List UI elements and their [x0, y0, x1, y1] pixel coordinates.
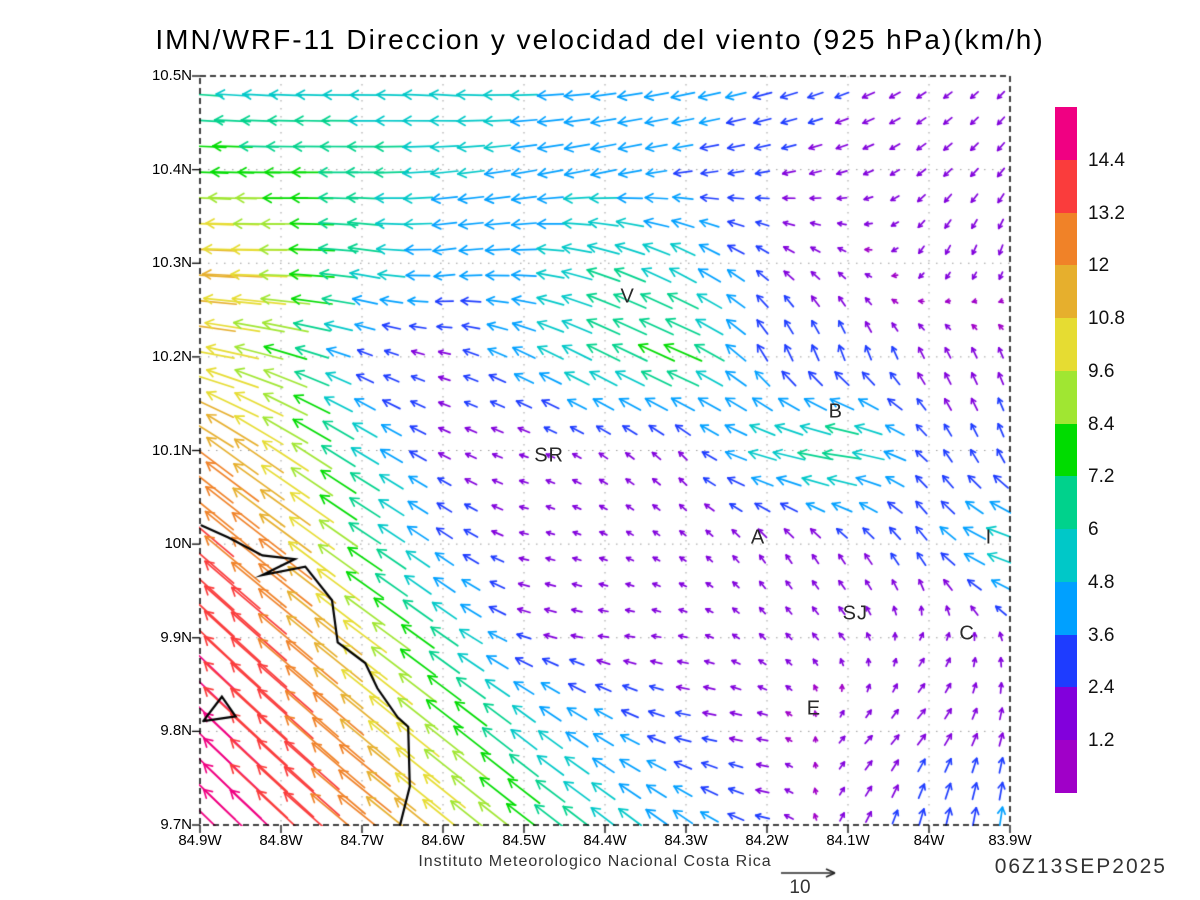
city-label: SJ: [842, 602, 868, 625]
colorbar-tick-label: 2.4: [1088, 677, 1115, 699]
colorbar-segment: [1055, 634, 1077, 688]
x-axis-tick-label: 84.9W: [178, 832, 222, 849]
colorbar-segment: [1055, 265, 1077, 319]
y-axis-tick-label: 9.9N: [160, 628, 192, 646]
x-axis-tick-label: 84.1W: [826, 832, 870, 849]
colorbar-tick-label: 13.2: [1088, 202, 1125, 224]
reference-arrow-label: 10: [789, 877, 811, 898]
colorbar-segment: [1055, 423, 1077, 477]
colorbar-tick-label: 4.8: [1088, 571, 1115, 593]
colorbar: [1055, 107, 1077, 793]
y-axis-tick-label: 10.1N: [151, 441, 192, 459]
x-axis-tick-label: 84.4W: [583, 832, 627, 849]
city-label: B: [828, 400, 844, 423]
colorbar-segment: [1055, 687, 1077, 741]
colorbar-tick-label: 9.6: [1088, 360, 1115, 382]
colorbar-segment: [1055, 318, 1077, 371]
y-axis-tick-label: 10.4N: [151, 160, 192, 178]
colorbar-tick-label: 10.8: [1088, 308, 1125, 330]
x-axis-tick-label: 84.8W: [259, 832, 303, 849]
colorbar-segment: [1055, 476, 1077, 530]
colorbar-tick-label: 6: [1088, 519, 1099, 541]
y-axis-tick-label: 10.5N: [151, 67, 192, 84]
city-label: I: [985, 526, 993, 549]
city-label: E: [806, 697, 822, 720]
y-axis-tick-label: 9.8N: [160, 722, 192, 740]
colorbar-tick-label: 3.6: [1088, 624, 1115, 646]
institution-label: Instituto Meteorologico Nacional Costa R…: [418, 853, 772, 870]
colorbar-tick-label: 12: [1088, 255, 1110, 277]
city-label: A: [750, 526, 766, 549]
colorbar-tick-label: 7.2: [1088, 466, 1115, 488]
city-label: SR: [534, 444, 565, 467]
colorbar-segment: [1055, 212, 1077, 266]
x-axis-tick-label: 84.2W: [745, 832, 789, 849]
colorbar-tick-label: 8.4: [1088, 413, 1115, 435]
colorbar-segment: [1055, 581, 1077, 635]
y-axis-tick-label: 10.3N: [151, 254, 192, 272]
colorbar-segment: [1055, 107, 1077, 160]
x-axis-tick-label: 84.6W: [421, 832, 465, 849]
x-axis-tick-label: 84.7W: [340, 832, 384, 849]
x-axis-tick-label: 83.9W: [988, 832, 1032, 849]
city-label: V: [620, 285, 635, 308]
x-axis-tick-label: 84.3W: [664, 832, 708, 849]
colorbar-tick-label: 1.2: [1088, 730, 1115, 752]
x-axis-tick-label: 84W: [913, 832, 945, 849]
colorbar-segment: [1055, 529, 1077, 582]
y-axis-tick-label: 10.2N: [151, 347, 192, 365]
y-axis-tick-label: 10N: [164, 535, 192, 553]
colorbar-tick-label: 14.4: [1088, 149, 1125, 171]
y-axis-tick-label: 9.7N: [160, 816, 192, 833]
city-label: C: [959, 622, 975, 645]
colorbar-segment: [1055, 370, 1077, 424]
timestamp-label: 06Z13SEP2025: [994, 855, 1167, 878]
colorbar-segment: [1055, 740, 1077, 793]
colorbar-segment: [1055, 159, 1077, 213]
x-axis-tick-label: 84.5W: [502, 832, 546, 849]
